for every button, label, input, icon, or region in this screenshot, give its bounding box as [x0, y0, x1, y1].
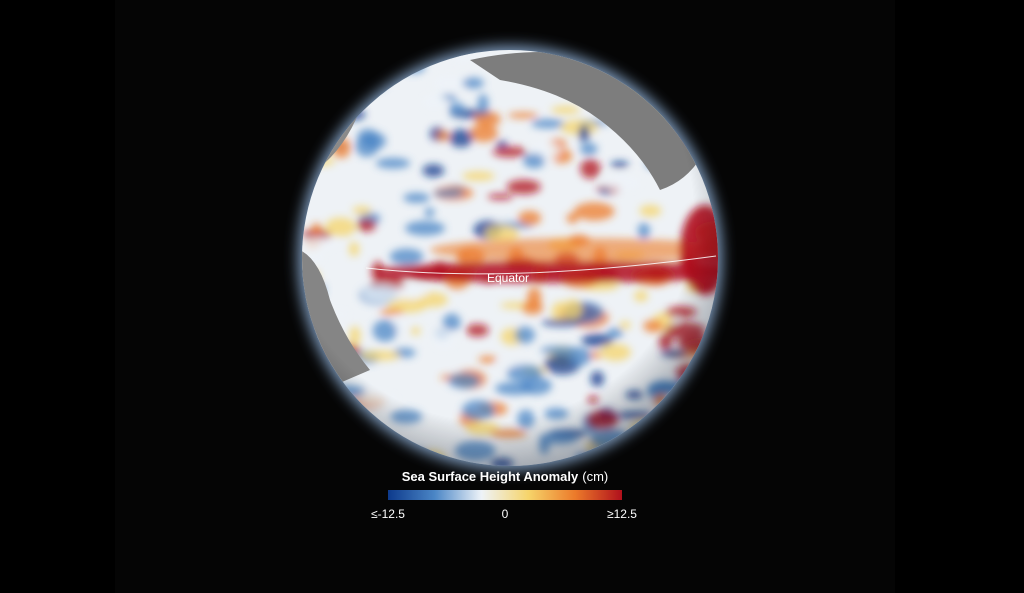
legend-title-text: Sea Surface Height Anomaly [402, 469, 579, 484]
colorbar-tick-label: ≥12.5 [607, 507, 637, 521]
legend-unit: (cm) [582, 469, 608, 484]
equator-label: Equator [487, 271, 529, 285]
colorbar-tick-label: 0 [502, 507, 509, 521]
legend-title: Sea Surface Height Anomaly (cm) [402, 469, 609, 484]
colorbar-tick-label: ≤-12.5 [371, 507, 405, 521]
equator-line [365, 255, 717, 275]
colorbar [388, 490, 622, 500]
